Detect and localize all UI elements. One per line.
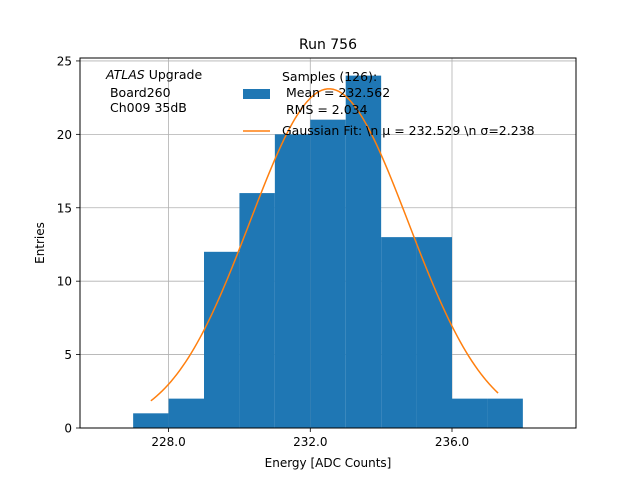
- histogram-bar: [452, 398, 488, 428]
- histogram-bars: [133, 75, 523, 429]
- atlas-label-line1: ATLAS Upgrade: [105, 67, 202, 82]
- x-axis-ticks: 228.0 232.0 236.0: [151, 428, 469, 449]
- legend-fit-label: Gaussian Fit: \n μ = 232.529 \n σ=2.238: [282, 123, 535, 138]
- histogram-bar: [239, 193, 275, 428]
- y-tick-label: 15: [57, 201, 72, 215]
- histogram-bar: [204, 251, 240, 428]
- legend-samples-line1: Samples (126):: [282, 69, 377, 84]
- histogram-bar: [487, 398, 523, 428]
- y-tick-label: 25: [57, 54, 72, 68]
- chart-title: Run 756: [299, 37, 357, 53]
- histogram-bar: [416, 237, 452, 428]
- y-tick-label: 20: [57, 128, 72, 142]
- plot-frame: [79, 57, 577, 429]
- y-tick-label: 0: [64, 422, 72, 436]
- y-axis-label: Entries: [33, 222, 47, 264]
- legend-samples-swatch: [243, 89, 270, 99]
- legend-samples-line3: RMS = 2.034: [282, 102, 368, 117]
- histogram-bar: [381, 237, 417, 428]
- gaussian-fit: [150, 88, 499, 402]
- y-axis-ticks: 0 5 10 15 20 25: [57, 54, 80, 436]
- x-tick-label: 232.0: [293, 435, 327, 449]
- x-tick-label: 236.0: [435, 435, 469, 449]
- legend: Samples (126): Mean = 232.562 RMS = 2.03…: [243, 69, 535, 138]
- histogram-bar: [133, 413, 169, 428]
- histogram-bar: [310, 119, 346, 429]
- y-tick-label: 10: [57, 275, 72, 289]
- x-tick-label: 228.0: [151, 435, 185, 449]
- histogram-bar: [274, 134, 311, 428]
- x-axis-label: Energy [ADC Counts]: [265, 456, 392, 470]
- histogram-bar: [345, 75, 382, 428]
- atlas-label-line3: Ch009 35dB: [106, 100, 187, 115]
- atlas-label: ATLAS Upgrade Board260 Ch009 35dB: [105, 67, 202, 115]
- histogram-bar: [168, 398, 204, 428]
- atlas-label-line2: Board260: [106, 85, 171, 100]
- legend-samples-line2: Mean = 232.562: [282, 85, 390, 100]
- y-tick-label: 5: [64, 348, 72, 362]
- gaussian-fit-curve: [150, 88, 499, 402]
